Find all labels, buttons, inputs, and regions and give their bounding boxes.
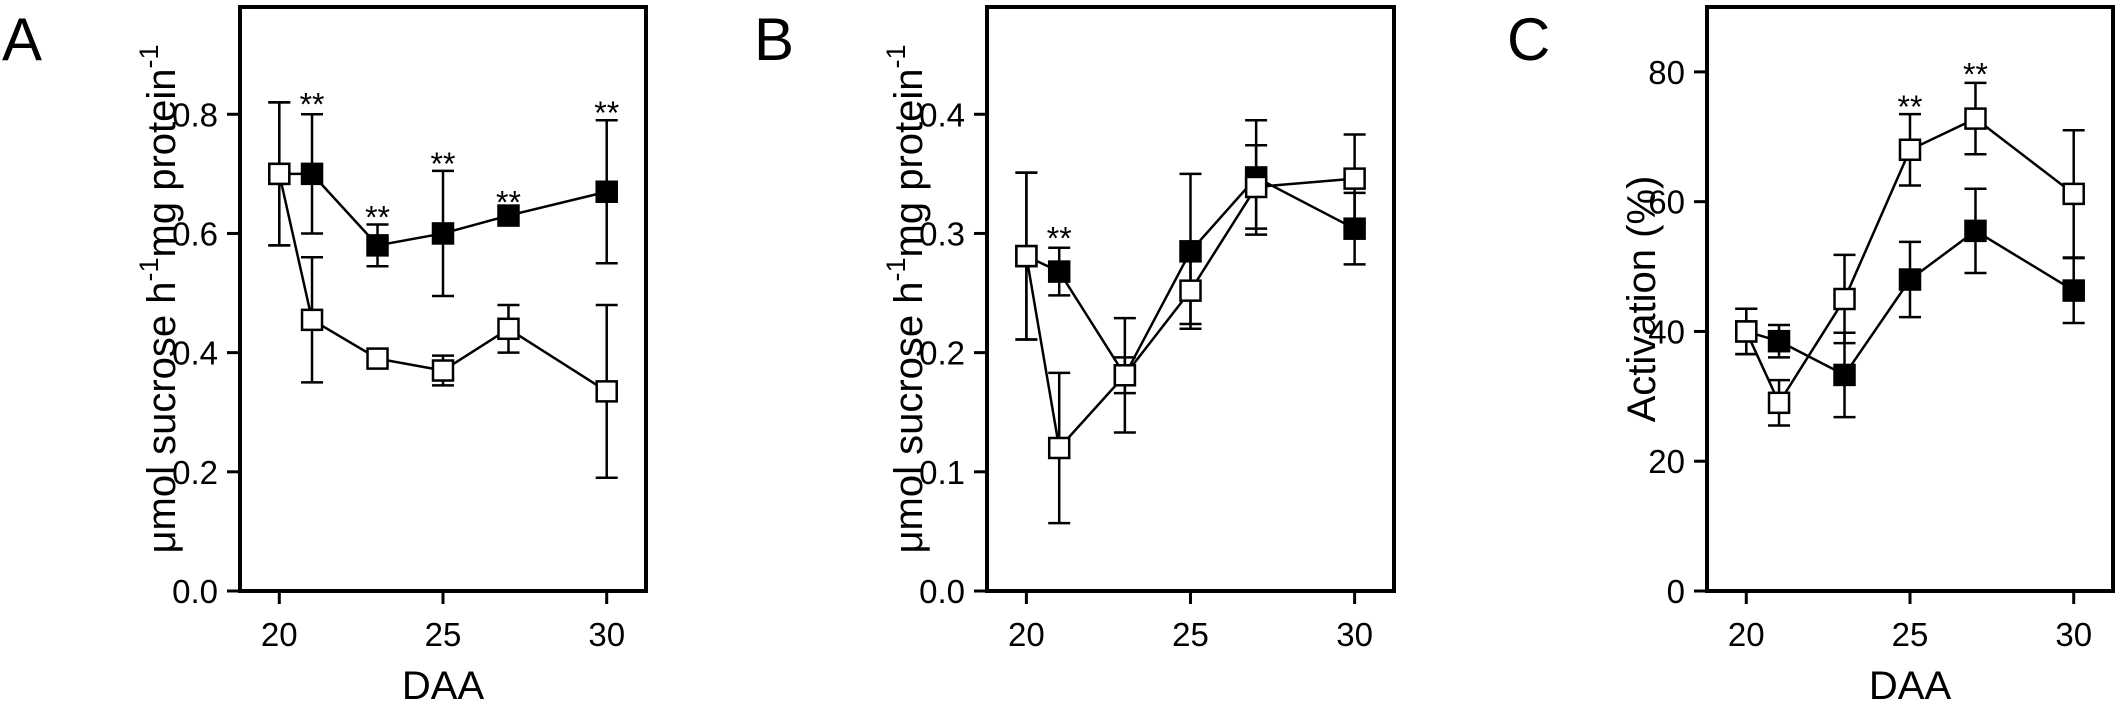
- y-axis-label-superscript: -1: [881, 44, 911, 68]
- y-axis-label-text: μmol sucrose h: [140, 281, 184, 553]
- y-tick-label: 0.8: [172, 96, 218, 133]
- data-point-filled-square: [1898, 268, 1922, 291]
- y-tick-label: 0: [1667, 573, 1685, 610]
- y-axis-label-superscript: -1: [881, 257, 911, 281]
- y-tick-label: 0.0: [919, 573, 965, 610]
- x-tick-label: 20: [1728, 616, 1765, 653]
- panel-c: C 0 20 40 60 80 20 25 30 DAA Activation (%) ** **: [1507, 5, 2115, 708]
- data-point-open-square: [1179, 279, 1202, 302]
- data-point-open-square: [1767, 391, 1791, 415]
- y-tick-label: 0.4: [919, 96, 965, 133]
- data-point-filled-square: [2062, 279, 2085, 302]
- data-point-open-square: [1015, 244, 1038, 268]
- data-point-open-square: [2062, 182, 2085, 206]
- data-point-open-square: [1113, 364, 1137, 387]
- data-point-filled-square: [1964, 219, 1987, 243]
- data-point-open-square: [1047, 436, 1071, 460]
- data-point-open-square: [1343, 167, 1366, 190]
- significance-annotation: **: [300, 86, 325, 122]
- significance-annotation: **: [1047, 220, 1072, 256]
- data-point-filled-square: [366, 234, 389, 257]
- y-tick-label: 0.2: [919, 335, 965, 372]
- data-point-open-square: [268, 162, 291, 186]
- x-tick-label: 20: [1008, 616, 1045, 653]
- panel-label: C: [1507, 6, 1550, 73]
- y-axis-label-superscript: -1: [134, 257, 164, 281]
- y-tick-label: 0.1: [919, 454, 965, 491]
- data-point-open-square: [1735, 320, 1758, 343]
- data-point-filled-square: [1343, 217, 1366, 240]
- y-tick-label: 0.3: [919, 215, 965, 252]
- x-axis-label: DAA: [1869, 664, 1952, 708]
- y-tick-label: 40: [1648, 313, 1685, 350]
- data-point-open-square: [366, 347, 389, 370]
- data-point-filled-square: [1767, 329, 1791, 353]
- y-tick-label: 0.2: [172, 454, 218, 491]
- y-tick-label: 0.0: [172, 573, 218, 610]
- data-point-filled-square: [1179, 240, 1202, 263]
- y-axis-label-text: mg protein: [887, 68, 931, 257]
- significance-annotation: **: [594, 95, 619, 131]
- x-tick-label: 30: [588, 616, 625, 653]
- y-tick-label: 20: [1648, 443, 1685, 480]
- x-tick-label: 30: [1336, 616, 1373, 653]
- data-point-filled-square: [431, 222, 455, 245]
- significance-annotation: **: [431, 146, 456, 182]
- y-tick-label: 60: [1648, 184, 1685, 221]
- y-axis-label: μmol sucrose h-1mg protein-1: [134, 44, 184, 553]
- data-point-filled-square: [1047, 260, 1071, 283]
- y-axis-label: Activation (%): [1620, 176, 1664, 423]
- x-axis-label: DAA: [402, 664, 485, 708]
- series-line: [1745, 117, 2075, 406]
- data-point-open-square: [1244, 175, 1268, 199]
- data-point-open-square: [300, 308, 324, 332]
- series-line: [278, 173, 608, 393]
- data-point-filled-square: [1833, 363, 1856, 387]
- y-tick-label: 0.6: [172, 215, 218, 252]
- significance-annotation: **: [496, 185, 521, 221]
- data-point-open-square: [497, 317, 520, 341]
- y-axis-label: μmol sucrose h-1mg protein-1: [881, 44, 931, 553]
- data-point-filled-square: [595, 180, 618, 203]
- series-line: [1025, 177, 1355, 451]
- significance-annotation: **: [1963, 57, 1988, 93]
- x-tick-label: 25: [1172, 616, 1209, 653]
- data-point-open-square: [431, 359, 455, 382]
- panel-label: A: [2, 6, 42, 73]
- x-tick-label: 20: [261, 616, 298, 653]
- data-point-open-square: [1833, 287, 1856, 311]
- data-point-filled-square: [300, 162, 324, 186]
- data-point-filled-square: [497, 204, 520, 227]
- significance-annotation: **: [1898, 89, 1923, 125]
- y-axis-label-text: μmol sucrose h: [887, 281, 931, 553]
- y-axis-label-superscript: -1: [134, 44, 164, 68]
- data-point-open-square: [1964, 107, 1987, 130]
- x-tick-label: 25: [425, 616, 462, 653]
- x-tick-label: 25: [1892, 616, 1929, 653]
- y-axis-label-text: mg protein: [140, 68, 184, 257]
- y-tick-label: 0.4: [172, 335, 218, 372]
- y-tick-label: 80: [1648, 54, 1685, 91]
- data-point-open-square: [595, 380, 618, 403]
- significance-annotation: **: [365, 200, 390, 236]
- data-point-open-square: [1898, 138, 1922, 162]
- panel-label: B: [754, 6, 794, 73]
- x-tick-label: 30: [2055, 616, 2092, 653]
